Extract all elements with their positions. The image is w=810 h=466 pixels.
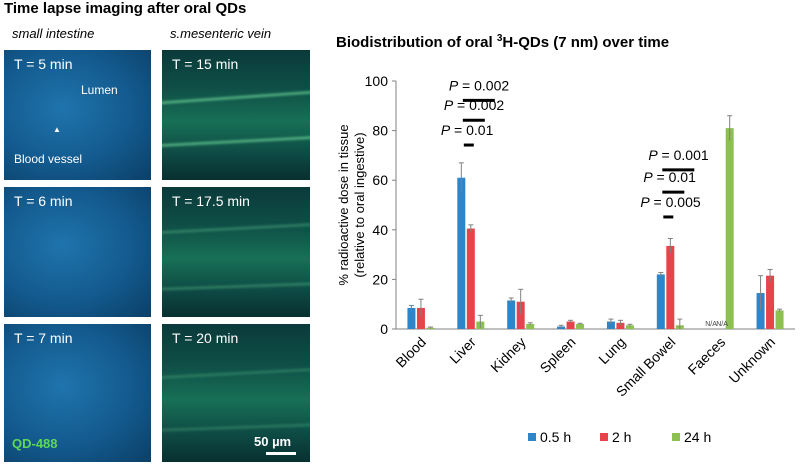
chart-title: Biodistribution of oral 3H-QDs (7 nm) ov… [336, 33, 670, 51]
y-tick-label: 20 [372, 271, 388, 287]
bar-2h-liver [466, 228, 475, 329]
x-tick-label: Spleen [537, 334, 579, 376]
legend-swatch-0.5h [528, 433, 536, 441]
x-tick-label: Kidney [487, 334, 529, 376]
bar-0.5h-lung [606, 321, 615, 329]
legend-label: 0.5 h [540, 429, 571, 445]
bar-0.5h-kidney [507, 300, 516, 329]
y-tick-label: 60 [372, 172, 388, 188]
lumen-label: Lumen [81, 83, 118, 97]
panel-time: T = 7 min [14, 330, 73, 346]
legend-swatch-2h [600, 433, 608, 441]
figure-title: Time lapse imaging after oral QDs [4, 0, 247, 17]
p-value-label: P = 0.005 [640, 194, 701, 210]
bar-2h-small-bowel [666, 245, 675, 329]
intestine-panel-2: T = 6 min [4, 187, 151, 317]
panel-time: T = 6 min [14, 193, 73, 209]
panel-time: T = 15 min [172, 56, 239, 72]
vein-panel-2: T = 17.5 min [162, 187, 310, 317]
y-tick-label: 40 [372, 222, 388, 238]
vein-panel-3: T = 20 min 50 µm [162, 324, 310, 462]
panel-time: T = 5 min [14, 56, 73, 72]
bar-24h-unknown [775, 310, 784, 329]
y-tick-label: 0 [380, 321, 388, 337]
scale-bar [266, 452, 296, 455]
scale-bar-label: 50 µm [254, 434, 292, 449]
bar-2h-unknown [766, 275, 775, 329]
bar-24h-kidney [526, 324, 535, 329]
bar-0.5h-liver [457, 177, 466, 329]
left-column-title: small intestine [12, 26, 95, 41]
na-label: N/A [716, 321, 728, 328]
intestine-panel-3: T = 7 min QD-488 [4, 324, 151, 462]
na-label: N/A [705, 321, 717, 328]
intestine-panel-1: T = 5 min Lumen ▲ Blood vessel [4, 50, 151, 180]
right-column-title: s.mesenteric vein [170, 26, 272, 41]
p-value-label: P = 0.002 [444, 97, 505, 113]
y-axis-label: % radioactive dose in tissue [336, 124, 351, 285]
x-tick-label: Unknown [726, 334, 779, 387]
p-value-label: P = 0.001 [648, 147, 709, 163]
x-tick-label: Lung [595, 334, 628, 367]
panel-time: T = 17.5 min [172, 193, 250, 209]
bar-0.5h-unknown [756, 293, 765, 329]
y-tick-label: 80 [372, 123, 388, 139]
x-tick-label: Blood [392, 334, 429, 371]
bar-24h-faeces [725, 128, 734, 329]
p-value-label: P = 0.01 [441, 122, 494, 138]
bar-24h-spleen [576, 324, 585, 329]
p-value-label: P = 0.002 [449, 77, 510, 93]
bar-0.5h-small-bowel [656, 274, 665, 329]
p-value-label: P = 0.01 [643, 169, 696, 185]
legend-swatch-24h [672, 433, 680, 441]
arrowhead-icon: ▲ [53, 125, 61, 134]
blood-vessel-label: Blood vessel [14, 152, 83, 166]
legend-label: 24 h [684, 429, 711, 445]
vein-panel-1: T = 15 min [162, 50, 310, 180]
bar-2h-lung [616, 322, 625, 329]
bar-2h-spleen [566, 321, 575, 329]
x-tick-label: Faeces [685, 334, 729, 378]
panel-time: T = 20 min [172, 330, 239, 346]
bar-0.5h-blood [407, 307, 416, 329]
x-tick-label: Liver [446, 334, 479, 367]
qd-488-label: QD-488 [12, 436, 58, 451]
legend-label: 2 h [612, 429, 631, 445]
bar-2h-blood [416, 307, 425, 329]
y-axis-label-2: (relative to oral ingestive) [352, 132, 367, 277]
bar-2h-kidney [516, 301, 525, 329]
bar-24h-lung [625, 325, 634, 329]
y-tick-label: 100 [365, 73, 389, 89]
